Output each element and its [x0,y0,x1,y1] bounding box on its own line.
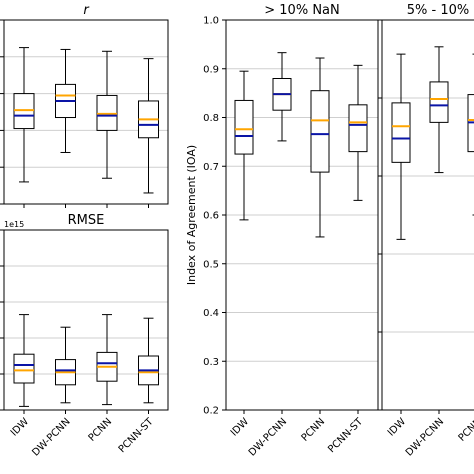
x-category-label: PCNN [300,416,328,444]
x-category-label: PCNN-ST [326,416,366,456]
x-category-label: PCNN [87,416,115,444]
y-tick-label: 1.0 [203,16,219,27]
axes-frame [3,229,169,411]
box-dw-pcnn [429,46,449,414]
panel-title: 5% - 10% [407,3,469,18]
y-tick-label: 0.3 [203,357,219,368]
x-category-label: IDW [386,416,408,438]
axes-frame [381,19,474,411]
x-category-label: IDW [229,416,251,438]
box-pcnn [96,314,118,414]
y-tick-label: 0.8 [203,113,219,124]
panel-r: r [0,3,169,208]
axis-offset-label: 1e15 [4,220,24,229]
axes-frame [225,19,379,411]
box-dw-pcnn [55,48,76,208]
box-pcnn [96,50,118,208]
box-idw [13,47,35,208]
x-category-label: PCNN-ST [117,416,157,456]
x-category-label: DW-PCNN [247,416,289,458]
y-tick-label: 0.6 [203,211,219,222]
panel-title: r [83,3,90,18]
y-tick-label: 0.5 [203,259,219,270]
box-dw-pcnn [272,52,292,414]
box-idw [391,53,411,414]
panel-title: RMSE [68,213,105,228]
box-pcnn-st [138,317,159,414]
x-category-label: PCNN [457,416,474,444]
axes-frame [3,19,169,205]
box-pcnn-st [138,58,159,208]
box-pcnn [310,57,330,414]
y-tick-label: 0.9 [203,64,219,75]
iqr-box [310,90,330,173]
x-category-label: DW-PCNN [404,416,446,458]
panel-rmse: 1e15 RMSE IDW DW-PCNN PCNN PCNN-ST [0,213,169,459]
y-tick-label: 0.7 [203,162,219,173]
box-pcnn [467,53,474,216]
x-category-label: DW-PCNN [30,416,72,458]
y-tick-label: 0.4 [203,308,219,319]
iqr-box [348,104,368,153]
iqr-box [391,102,411,163]
x-category-label: IDW [9,416,31,438]
box-idw [234,70,254,414]
box-dw-pcnn [55,326,76,414]
iqr-box [13,353,35,384]
y-axis-label: Index of Agreement (IOA) [185,145,198,285]
iqr-box [234,99,254,155]
panel-title: > 10% NaN [264,3,339,18]
box-idw [13,314,35,414]
y-tick-label: 0.2 [203,406,219,417]
panel-nan10: 0.2 0.3 0.4 0.5 0.6 0.7 0.8 0.9 1.0 Index of Agre… [185,3,379,459]
box-pcnn-st [348,64,368,414]
iqr-box [429,81,449,123]
